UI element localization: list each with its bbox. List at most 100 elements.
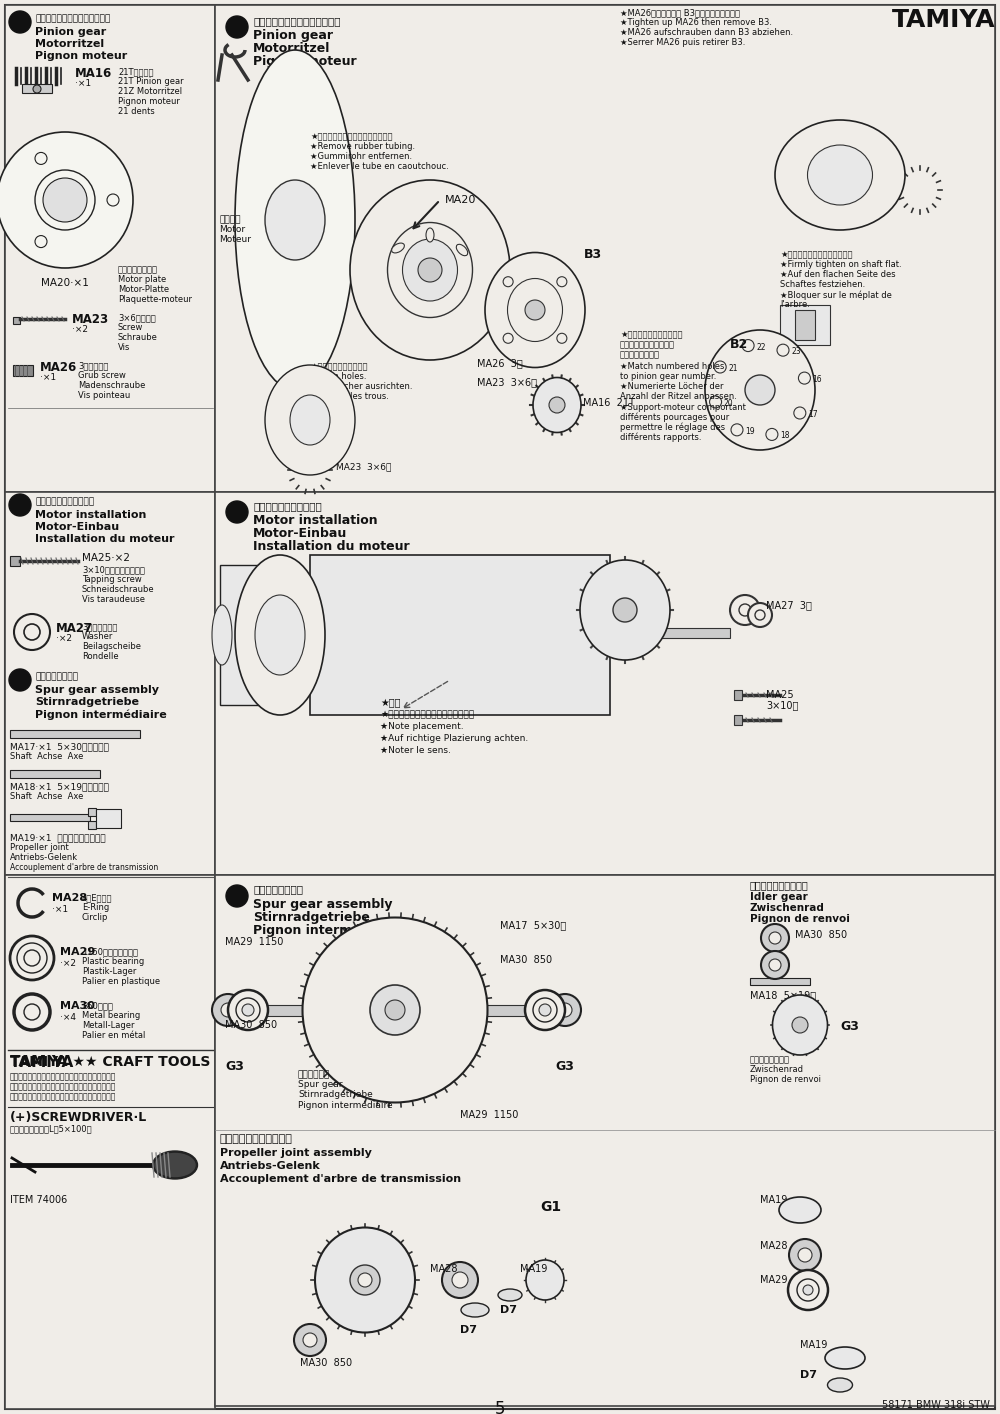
Circle shape [43, 178, 87, 222]
Text: ★Note placement.: ★Note placement. [380, 723, 464, 731]
Text: ★Firmly tighten on shaft flat.: ★Firmly tighten on shaft flat. [780, 260, 902, 269]
Ellipse shape [498, 1290, 522, 1301]
Text: Propeller joint assembly: Propeller joint assembly [220, 1148, 372, 1158]
Circle shape [17, 943, 47, 973]
Ellipse shape [775, 120, 905, 230]
Text: モーター: モーター [219, 215, 240, 223]
Ellipse shape [350, 180, 510, 361]
Ellipse shape [235, 49, 355, 390]
Text: Motor plate: Motor plate [118, 274, 166, 284]
Ellipse shape [235, 556, 325, 715]
Text: Motor-Platte: Motor-Platte [118, 286, 169, 294]
Circle shape [748, 602, 772, 626]
Circle shape [418, 257, 442, 281]
Text: アイドラーギヤー: アイドラーギヤー [750, 1055, 790, 1063]
Ellipse shape [402, 239, 458, 301]
Text: ·×2: ·×2 [56, 633, 72, 643]
Circle shape [766, 428, 778, 440]
Text: MA19: MA19 [520, 1264, 547, 1274]
Ellipse shape [779, 1198, 821, 1223]
Text: Vis pointeau: Vis pointeau [78, 392, 130, 400]
Text: 4: 4 [233, 505, 241, 519]
Text: Beilagscheibe: Beilagscheibe [82, 642, 141, 650]
Text: MA28: MA28 [430, 1264, 458, 1274]
Text: ·×2: ·×2 [60, 959, 76, 969]
Text: E-Ring: E-Ring [82, 904, 109, 912]
Text: Motorritzel: Motorritzel [253, 42, 330, 55]
Text: 18: 18 [780, 431, 789, 440]
Text: Propeller joint: Propeller joint [10, 843, 69, 853]
Circle shape [558, 1003, 572, 1017]
Circle shape [613, 598, 637, 622]
Text: Idler gear: Idler gear [750, 892, 808, 902]
Text: ★とりつける方向を注意して下さい。: ★とりつける方向を注意して下さい。 [380, 710, 474, 718]
Circle shape [35, 236, 47, 247]
Circle shape [730, 595, 760, 625]
Text: 良い工具選びは傑作つくりのための第一歩。本格派: 良い工具選びは傑作つくりのための第一歩。本格派 [10, 1072, 116, 1080]
Circle shape [755, 609, 765, 619]
Circle shape [212, 994, 244, 1027]
Bar [734, 715, 742, 725]
Text: MA17·×1  5×30㎜シャフト: MA17·×1 5×30㎜シャフト [10, 742, 109, 751]
Text: Accouplement d'arbre de transmission: Accouplement d'arbre de transmission [220, 1174, 461, 1184]
Text: MA23  3×6㎜: MA23 3×6㎜ [336, 462, 391, 471]
Circle shape [10, 936, 54, 980]
Bar [734, 690, 742, 700]
Text: ★Gummirohr entfernen.: ★Gummirohr entfernen. [310, 151, 412, 161]
Text: TAMIYA: TAMIYA [10, 1055, 78, 1070]
Circle shape [761, 923, 789, 952]
Text: Metall-Lager: Metall-Lager [82, 1021, 134, 1029]
Text: ★Die Löcher ausrichten.: ★Die Löcher ausrichten. [310, 382, 413, 392]
Text: ★Serrer MA26 puis retirer B3.: ★Serrer MA26 puis retirer B3. [620, 38, 745, 47]
Circle shape [539, 1004, 551, 1017]
Text: ★Enlever le tube en caoutchouc.: ★Enlever le tube en caoutchouc. [310, 163, 449, 171]
Text: MA17  5×30㎜: MA17 5×30㎜ [500, 921, 566, 930]
Text: Zwischenrad: Zwischenrad [750, 904, 825, 913]
Text: Anzahl der Ritzel anpassen.: Anzahl der Ritzel anpassen. [620, 392, 737, 402]
Text: MA19·×1  プロペラジョイント: MA19·×1 プロペラジョイント [10, 833, 106, 841]
Ellipse shape [315, 1227, 415, 1332]
Circle shape [777, 344, 789, 356]
Text: MA29  1150: MA29 1150 [760, 1275, 818, 1285]
Ellipse shape [772, 995, 828, 1055]
Text: プラスドライバーL（5×100）: プラスドライバーL（5×100） [10, 1124, 93, 1133]
Text: Vis taraudeuse: Vis taraudeuse [82, 595, 145, 604]
Ellipse shape [526, 1260, 564, 1299]
Text: ·×4: ·×4 [60, 1012, 76, 1022]
Bar [780, 305, 830, 345]
Text: 23: 23 [791, 348, 801, 356]
Text: Stirnradgetriebe: Stirnradgetriebe [253, 911, 370, 923]
Text: ーをとりつける。: ーをとりつける。 [620, 351, 660, 359]
Text: MA26  3㎜: MA26 3㎜ [477, 358, 523, 368]
Text: MA30  850: MA30 850 [225, 1019, 277, 1029]
Text: MA19: MA19 [800, 1340, 827, 1350]
Text: Installation du moteur: Installation du moteur [253, 540, 410, 553]
Text: MA16  21T: MA16 21T [583, 397, 635, 409]
Circle shape [788, 1270, 828, 1309]
Text: Plastic bearing: Plastic bearing [82, 957, 144, 966]
Text: MA29  1150: MA29 1150 [460, 1110, 518, 1120]
Bar [10, 730, 140, 738]
Text: Metal bearing: Metal bearing [82, 1011, 140, 1019]
Text: (+)SCREWDRIVER·L: (+)SCREWDRIVER·L [10, 1111, 147, 1124]
Text: 21: 21 [728, 363, 738, 373]
Text: あわせた穴位置にモータ: あわせた穴位置にモータ [620, 339, 675, 349]
Ellipse shape [392, 243, 404, 253]
Text: Motor-Einbau: Motor-Einbau [35, 522, 119, 532]
Text: 〈ピニオンギャーの取り付け〉: 〈ピニオンギャーの取り付け〉 [35, 14, 110, 23]
Circle shape [9, 493, 31, 516]
Circle shape [503, 277, 513, 287]
Text: 3㎜イモネジ: 3㎜イモネジ [78, 361, 108, 370]
Ellipse shape [152, 1151, 198, 1179]
Text: Spur gear assembly: Spur gear assembly [253, 898, 392, 911]
Circle shape [24, 624, 40, 641]
Circle shape [370, 986, 420, 1035]
Ellipse shape [290, 395, 330, 445]
Text: ★Tighten up MA26 then remove B3.: ★Tighten up MA26 then remove B3. [620, 18, 772, 27]
Text: スパーギヤー: スパーギヤー [298, 1070, 330, 1079]
Text: 3: 3 [233, 20, 241, 34]
Text: 850メタル: 850メタル [82, 1001, 113, 1010]
Text: Pignon intermédiaire: Pignon intermédiaire [253, 923, 401, 937]
Text: TAMIYA: TAMIYA [891, 8, 995, 33]
Text: Motor installation: Motor installation [35, 510, 146, 520]
